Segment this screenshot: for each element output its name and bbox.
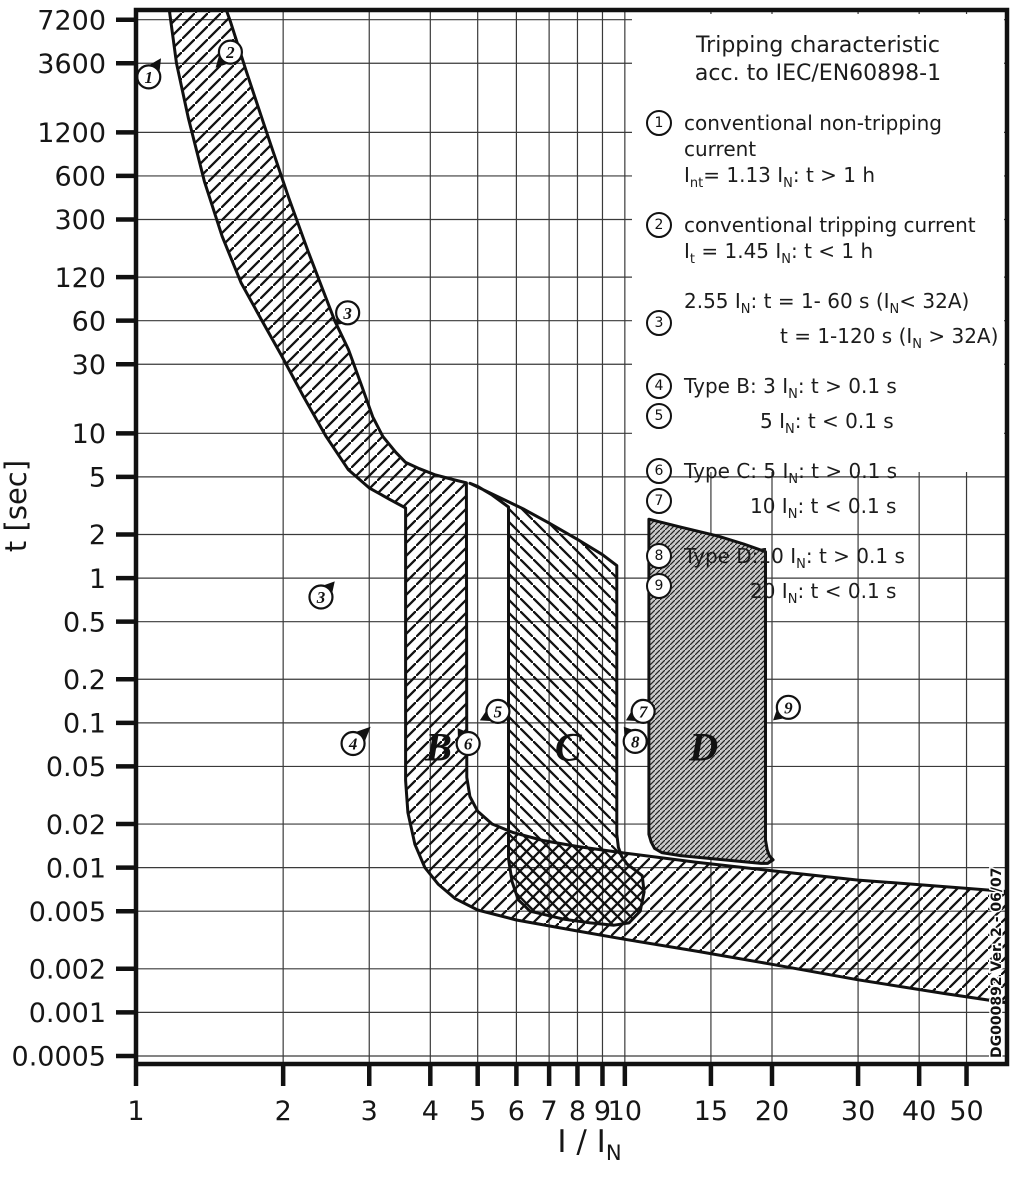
y-tick-label-0.005: 0.005 <box>29 897 106 928</box>
doc-ref-label: DG000892 Ver. 2 - 06/07 <box>989 868 1005 1058</box>
svg-text:7: 7 <box>639 703 649 722</box>
y-tick-label-1: 1 <box>89 564 106 595</box>
zone-label-D: D <box>688 725 718 770</box>
legend-number-badge-4: 4 <box>646 373 672 399</box>
band-C <box>468 481 646 927</box>
zone-label-B: B <box>424 725 452 770</box>
legend-item-text: Type C: 5 IN: t > 0.1 s 10 IN: t < 0.1 s <box>684 459 898 522</box>
x-tick-label-50: 50 <box>949 1096 983 1127</box>
y-tick-label-300: 300 <box>54 205 106 236</box>
zone-label-C: C <box>555 725 583 770</box>
y-tick-label-0.05: 0.05 <box>46 752 106 783</box>
legend-number-badge-3: 3 <box>646 310 672 336</box>
legend-number-badge-1: 1 <box>646 110 672 136</box>
plot-border <box>133 7 1010 1067</box>
legend-item-text: conventional non-tripping current Int= 1.… <box>684 111 942 191</box>
x-tick-label-15: 15 <box>694 1096 728 1127</box>
x-tick-label-2: 2 <box>275 1096 292 1127</box>
legend-item-3: 3 2.55 IN: t = 1- 60 s (IN< 32A) t = 1-120… <box>646 288 1004 358</box>
chart-marker-8: 8 <box>622 726 648 754</box>
x-tick-label-6: 6 <box>508 1096 525 1127</box>
legend-title-line1: Tripping characteristic <box>695 33 941 58</box>
legend-item-text: Type D:10 IN: t > 0.1 s 20 IN: t < 0.1 s <box>684 544 905 607</box>
x-tick-label-7: 7 <box>541 1096 558 1127</box>
chart-marker-3: 3 <box>308 581 335 610</box>
x-tick-label-20: 20 <box>755 1096 789 1127</box>
y-tick-label-5: 5 <box>89 463 106 494</box>
y-tick-label-2: 2 <box>89 520 106 551</box>
chart-marker-4: 4 <box>340 726 371 757</box>
legend-item-8-9: 8 9 Type D:10 IN: t > 0.1 s 20 IN: t < 0.1 … <box>646 543 1004 613</box>
y-tick-label-0.5: 0.5 <box>63 607 106 638</box>
y-tick-label-7200: 7200 <box>37 5 106 36</box>
band-D <box>647 517 775 865</box>
y-tick-label-120: 120 <box>54 263 106 294</box>
svg-text:1: 1 <box>145 68 154 87</box>
y-tick-label-0.001: 0.001 <box>29 998 106 1029</box>
svg-text:3: 3 <box>316 588 326 607</box>
y-tick-label-0.01: 0.01 <box>46 853 106 884</box>
band-thermal-B <box>167 10 1007 1005</box>
chart-marker-7: 7 <box>625 698 656 724</box>
legend-number-badge-6: 6 <box>646 458 672 484</box>
legend-title: Tripping characteristic acc. to IEC/EN60… <box>632 32 1004 88</box>
chart-marker-3: 3 <box>335 300 361 326</box>
chart-marker-5: 5 <box>479 698 511 724</box>
legend-item-2: 2 conventional tripping current It = 1.45 … <box>646 212 1004 273</box>
legend-number-badge-9: 9 <box>646 573 672 599</box>
legend-number-badge-5: 5 <box>646 403 672 429</box>
x-tick-label-3: 3 <box>361 1096 378 1127</box>
y-tick-label-0.0005: 0.0005 <box>12 1042 106 1073</box>
y-tick-label-0.02: 0.02 <box>46 810 106 841</box>
chart-marker-6: 6 <box>455 728 481 757</box>
y-tick-label-0.1: 0.1 <box>63 709 106 740</box>
x-tick-label-4: 4 <box>422 1096 439 1127</box>
svg-text:6: 6 <box>464 735 473 754</box>
x-tick-label-5: 5 <box>469 1096 486 1127</box>
svg-text:4: 4 <box>348 735 358 754</box>
legend-item-text: 2.55 IN: t = 1- 60 s (IN< 32A) t = 1-120 … <box>684 289 999 352</box>
svg-text:2: 2 <box>225 43 235 62</box>
legend-number-badge-7: 7 <box>646 488 672 514</box>
svg-text:8: 8 <box>631 732 640 751</box>
svg-text:5: 5 <box>494 703 503 722</box>
legend-number-badge-8: 8 <box>646 543 672 569</box>
x-tick-label-40: 40 <box>902 1096 936 1127</box>
y-tick-label-0.2: 0.2 <box>63 665 106 696</box>
y-axis-title: t [sec] <box>0 460 33 552</box>
bands <box>167 10 1007 1005</box>
legend-item-1: 1 conventional non-tripping current Int= 1… <box>646 110 1004 197</box>
y-tick-label-0.002: 0.002 <box>29 955 106 986</box>
legend-items: 1 conventional non-tripping current Int= 1… <box>646 110 1004 613</box>
x-tick-label-8: 8 <box>569 1096 586 1127</box>
y-tick-label-600: 600 <box>54 162 106 193</box>
chart-marker-2: 2 <box>215 39 244 68</box>
x-tick-label-1: 1 <box>127 1096 144 1127</box>
legend-item-6-7: 6 7 Type C: 5 IN: t > 0.1 s 10 IN: t < 0.1 … <box>646 458 1004 528</box>
svg-text:9: 9 <box>784 698 793 717</box>
x-tick-label-9: 9 <box>594 1096 611 1127</box>
y-tick-label-3600: 3600 <box>37 49 106 80</box>
x-tick-label-10: 10 <box>608 1096 642 1127</box>
legend-title-line2: acc. to IEC/EN60898-1 <box>694 61 942 86</box>
legend-item-text: conventional tripping current It = 1.45 I… <box>684 213 976 267</box>
legend-number-badge-2: 2 <box>646 212 672 238</box>
y-tick-label-10: 10 <box>72 419 106 450</box>
svg-text:3: 3 <box>342 304 352 323</box>
axes: 7200360012006003001206030105210.50.20.10… <box>12 5 984 1127</box>
y-tick-label-30: 30 <box>72 350 106 381</box>
legend-box: Tripping characteristic acc. to IEC/EN60… <box>632 14 1004 607</box>
chart-marker-9: 9 <box>773 694 801 721</box>
x-tick-label-30: 30 <box>841 1096 875 1127</box>
x-axis-title: I / IN <box>557 1124 621 1165</box>
y-tick-label-60: 60 <box>72 306 106 337</box>
y-tick-label-1200: 1200 <box>37 118 106 149</box>
